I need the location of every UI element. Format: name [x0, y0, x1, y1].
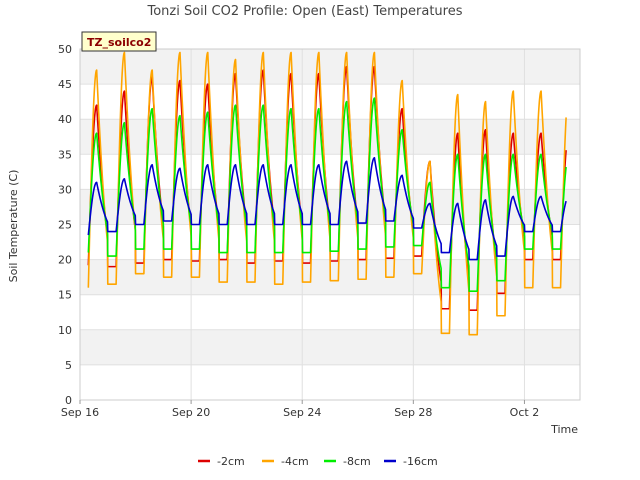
y-axis-ticks: 0 5 10 15 20 25 30 35 40 45 50 — [58, 43, 72, 407]
legend-item-4cm: -4cm — [262, 455, 309, 468]
x-tick-label: Sep 16 — [61, 406, 99, 419]
y-tick-label: 20 — [58, 254, 72, 267]
plot-band — [80, 119, 580, 155]
station-badge-box — [81, 31, 157, 52]
x-tick-label: Oct 2 — [510, 406, 540, 419]
y-tick-label: 40 — [58, 113, 72, 126]
x-tick-label: Sep 28 — [394, 406, 432, 419]
station-badge: TZ_soilco2 — [81, 31, 157, 52]
legend: -2cm -4cm -8cm -16cm — [198, 455, 438, 468]
series-line-16cm — [87, 157, 567, 261]
legend-label: -4cm — [281, 455, 309, 468]
legend-item-16cm: -16cm — [384, 455, 438, 468]
y-tick-label: 45 — [58, 78, 72, 91]
series-layer — [87, 51, 567, 336]
legend-label: -8cm — [343, 455, 371, 468]
legend-item-2cm: -2cm — [198, 455, 245, 468]
y-axis-label: Soil Temperature (C) — [7, 170, 20, 283]
y-tick-label: 5 — [65, 359, 72, 372]
x-tick-label: Sep 24 — [283, 406, 321, 419]
x-tick-label: Sep 20 — [172, 406, 210, 419]
plot-frame — [79, 48, 581, 401]
chart-title: Tonzi Soil CO2 Profile: Open (East) Temp… — [146, 4, 462, 19]
legend-label: -2cm — [217, 455, 245, 468]
y-tick-label: 15 — [58, 289, 72, 302]
y-tick-label: 10 — [58, 324, 72, 337]
y-tick-label: 25 — [58, 219, 72, 232]
y-tick-label: 50 — [58, 43, 72, 56]
x-axis-ticks: Sep 16 Sep 20 Sep 24 Sep 28 Oct 2 — [61, 400, 539, 419]
plot-band — [80, 49, 580, 85]
y-tick-label: 35 — [58, 148, 72, 161]
y-tick-label: 30 — [58, 183, 72, 196]
legend-label: -16cm — [403, 455, 438, 468]
plot-bands — [80, 49, 580, 365]
y-tick-label: 0 — [65, 394, 72, 407]
plot-band — [80, 329, 580, 365]
legend-item-8cm: -8cm — [324, 455, 371, 468]
x-axis-label: Time — [550, 423, 578, 436]
station-badge-text: TZ_soilco2 — [87, 36, 151, 49]
